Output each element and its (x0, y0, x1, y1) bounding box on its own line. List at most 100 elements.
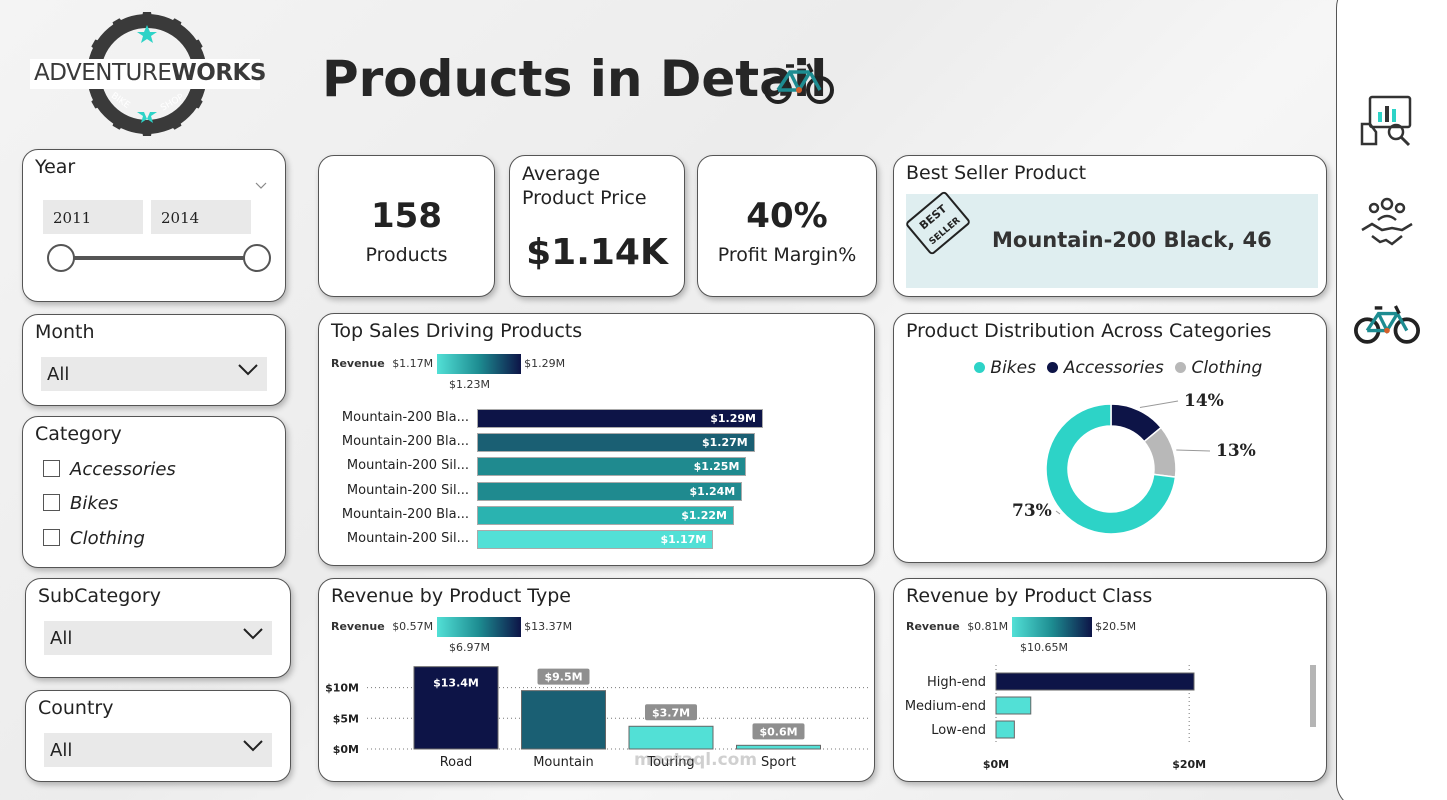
checkbox[interactable] (43, 460, 60, 477)
year-slicer-title: Year (35, 156, 76, 178)
top-sales-bar[interactable]: $1.24M (477, 481, 743, 501)
bicycle-icon[interactable] (1354, 300, 1420, 346)
country-dropdown[interactable]: All (44, 733, 272, 767)
month-dropdown-value: All (47, 364, 70, 385)
category-option-bikes[interactable]: Bikes (43, 493, 118, 514)
legend-gradient (436, 354, 521, 374)
kpi-profit-label: Profit Margin% (717, 244, 857, 266)
top-sales-row[interactable]: Mountain-200 Sil... $1.25M (347, 457, 763, 477)
y-category-label: High-end (927, 675, 986, 690)
year-to-input[interactable]: 2014 (151, 200, 251, 234)
top-sales-bar-label: Mountain-200 Sil... (346, 531, 469, 546)
handshake-team-icon[interactable] (1360, 196, 1414, 252)
kpi-products-card: 158 Products (318, 155, 495, 297)
brand-name: ADVENTUREWORKS (34, 60, 266, 86)
top-sales-bar[interactable]: $1.22M (477, 505, 734, 525)
chevron-down-icon[interactable] (255, 182, 267, 190)
legend-label: Revenue (906, 620, 960, 633)
top-sales-bar[interactable]: $1.27M (477, 433, 755, 453)
subcategory-slicer-title: SubCategory (38, 585, 161, 607)
top-sales-row[interactable]: Mountain-200 Bla... $1.29M (342, 409, 763, 428)
legend-min: $0.57M (392, 620, 434, 633)
chevron-down-icon (238, 364, 258, 376)
legend-max: $20.5M (1095, 620, 1137, 633)
brand-logo: ADVENTUREWORKS BIKE SHOP (30, 8, 266, 140)
checkbox[interactable] (43, 529, 60, 546)
legend-min: $1.17M (392, 357, 434, 370)
kpi-profit-value: 40% (746, 196, 828, 236)
product-class-bar[interactable] (995, 720, 1015, 739)
category-option-accessories[interactable]: Accessories (43, 459, 176, 480)
month-slicer-title: Month (35, 321, 95, 343)
category-slicer[interactable]: Category Accessories Bikes Clothing (22, 416, 286, 568)
donut-slice-bikes[interactable] (1045, 403, 1177, 535)
checkbox[interactable] (43, 494, 60, 511)
kpi-avg-price-value: $1.14K (526, 232, 668, 273)
product-class-bar[interactable] (995, 672, 1195, 691)
top-sales-row[interactable]: Mountain-200 Sil... $1.17M (347, 530, 763, 549)
top-sales-bars: Mountain-200 Bla... $1.29M Mountain-200 Bl… (342, 409, 767, 559)
title-bicycle-icon (764, 63, 834, 104)
legend-dot-accessories (1047, 362, 1059, 373)
year-slider-handle-end[interactable] (243, 244, 271, 272)
top-sales-bar[interactable]: $1.29M (477, 409, 763, 428)
product-type-bar[interactable] (736, 744, 821, 750)
distribution-legend: Bikes Accessories Clothing (974, 358, 1262, 378)
product-type-chart[interactable]: Revenue by Product Type Revenue $0.57M $… (318, 578, 875, 782)
legend-mid: $1.23M (449, 378, 490, 391)
x-category-label: Mountain (533, 755, 594, 770)
scrollbar[interactable] (1310, 665, 1316, 727)
bar-value-badge (537, 668, 590, 685)
year-from-input[interactable]: 2011 (43, 200, 143, 234)
best-seller-value: Mountain-200 Black, 46 (992, 228, 1272, 252)
top-sales-row[interactable]: Mountain-200 Sil... $1.24M (347, 481, 763, 501)
subcategory-slicer[interactable]: SubCategory All (25, 578, 291, 678)
x-tick-label: $0M (983, 758, 1009, 771)
product-type-bar[interactable] (628, 725, 714, 750)
donut-value-label: 13% (1216, 441, 1256, 461)
top-sales-bar-label: Mountain-200 Bla... (341, 410, 469, 425)
product-class-chart[interactable]: Revenue by Product Class Revenue $0.81M … (893, 578, 1327, 782)
bar-value-badge (752, 723, 805, 740)
kpi-profit-card: 40% Profit Margin% (697, 155, 877, 297)
top-sales-bar-label: Mountain-200 Bla... (341, 506, 469, 522)
legend-max: $1.29M (524, 357, 566, 370)
donut-leader-line (1176, 449, 1211, 452)
top-sales-chart[interactable]: Top Sales Driving Products Revenue $1.17… (318, 313, 875, 566)
month-dropdown[interactable]: All (41, 357, 267, 391)
chevron-down-icon (243, 740, 263, 752)
month-slicer[interactable]: Month All (22, 314, 286, 406)
year-slider-track[interactable] (61, 256, 257, 260)
top-sales-row[interactable]: Mountain-200 Bla... $1.22M (342, 505, 763, 525)
product-type-legend: Revenue $0.57M $13.37M $6.97M (331, 617, 572, 654)
y-tick-label: $5M (333, 712, 359, 725)
bar-value-badge (645, 704, 697, 721)
x-category-label: Touring (646, 755, 694, 770)
donut-value-label: 73% (1012, 501, 1052, 521)
top-sales-bar[interactable]: $1.25M (477, 457, 747, 477)
best-seller-title: Best Seller Product (906, 162, 1087, 184)
distribution-title: Product Distribution Across Categories (906, 320, 1272, 342)
product-type-bar[interactable] (413, 666, 499, 750)
legend-min: $0.81M (967, 620, 1009, 633)
product-class-bar[interactable] (995, 696, 1032, 715)
product-type-title: Revenue by Product Type (331, 585, 571, 607)
top-sales-row[interactable]: Mountain-200 Bla... $1.27M (342, 433, 763, 453)
category-option-clothing[interactable]: Clothing (43, 528, 145, 549)
top-sales-bar[interactable]: $1.17M (477, 530, 714, 549)
y-category-label: Medium-end (905, 699, 986, 714)
distribution-chart[interactable]: Product Distribution Across Categories B… (893, 313, 1327, 563)
bar-value-label: $0.6M (759, 725, 797, 738)
best-seller-card: Best Seller Product BEST SELLER Mountain-… (893, 155, 1327, 297)
report-search-icon[interactable] (1358, 94, 1414, 150)
bar-value-label: $9.5M (544, 671, 582, 684)
product-type-bar[interactable] (521, 690, 606, 750)
page-title: Products in Detail (322, 50, 828, 108)
kpi-products-value: 158 (371, 196, 442, 236)
category-slicer-title: Category (35, 423, 122, 445)
subcategory-dropdown[interactable]: All (44, 621, 272, 655)
year-slider-handle-start[interactable] (47, 244, 75, 272)
country-slicer[interactable]: Country All (25, 690, 291, 782)
year-slicer[interactable]: Year 2011 2014 (22, 149, 286, 302)
bar-value-label: $13.4M (433, 677, 479, 690)
